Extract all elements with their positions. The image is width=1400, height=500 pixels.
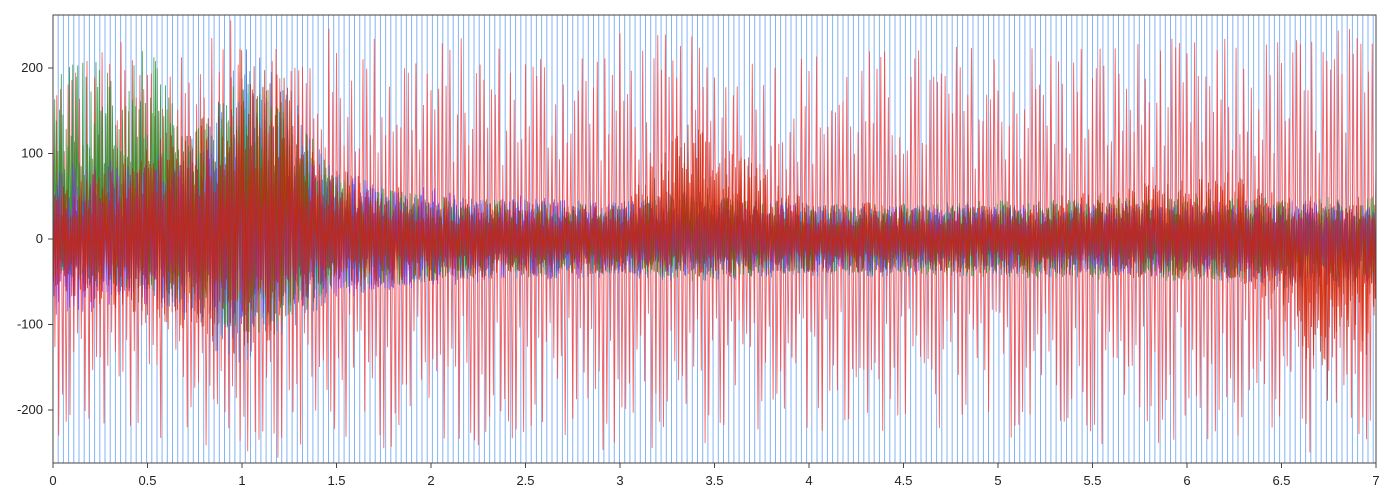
x-tick-label: 5 <box>994 473 1001 488</box>
series-5-trace <box>52 49 1377 401</box>
x-tick-label: 2 <box>427 473 434 488</box>
x-axis: 0 0.5 1 1.5 2 2.5 3 3.5 4 4.5 5 5.5 6 6.5 7 <box>49 463 1380 488</box>
y-tick-label: 200 <box>21 60 43 75</box>
y-tick-label: 0 <box>36 231 43 246</box>
x-tick-label: 0.5 <box>138 473 156 488</box>
x-tick-label: 4 <box>805 473 812 488</box>
x-tick-label: 0 <box>49 473 56 488</box>
x-tick-label: 7 <box>1372 473 1379 488</box>
y-tick-label: -100 <box>17 316 43 331</box>
x-tick-label: 5.5 <box>1083 473 1101 488</box>
series-layer <box>52 15 1377 463</box>
x-tick-label: 6 <box>1183 473 1190 488</box>
x-tick-label: 4.5 <box>894 473 912 488</box>
x-tick-label: 1.5 <box>327 473 345 488</box>
y-axis: 200 100 0 -100 -200 <box>17 60 53 417</box>
y-tick-label: 100 <box>21 146 43 161</box>
x-tick-label: 3 <box>616 473 623 488</box>
y-tick-label: -200 <box>17 402 43 417</box>
x-tick-label: 3.5 <box>705 473 723 488</box>
x-tick-label: 1 <box>238 473 245 488</box>
x-tick-label: 6.5 <box>1272 473 1290 488</box>
x-tick-label: 2.5 <box>516 473 534 488</box>
